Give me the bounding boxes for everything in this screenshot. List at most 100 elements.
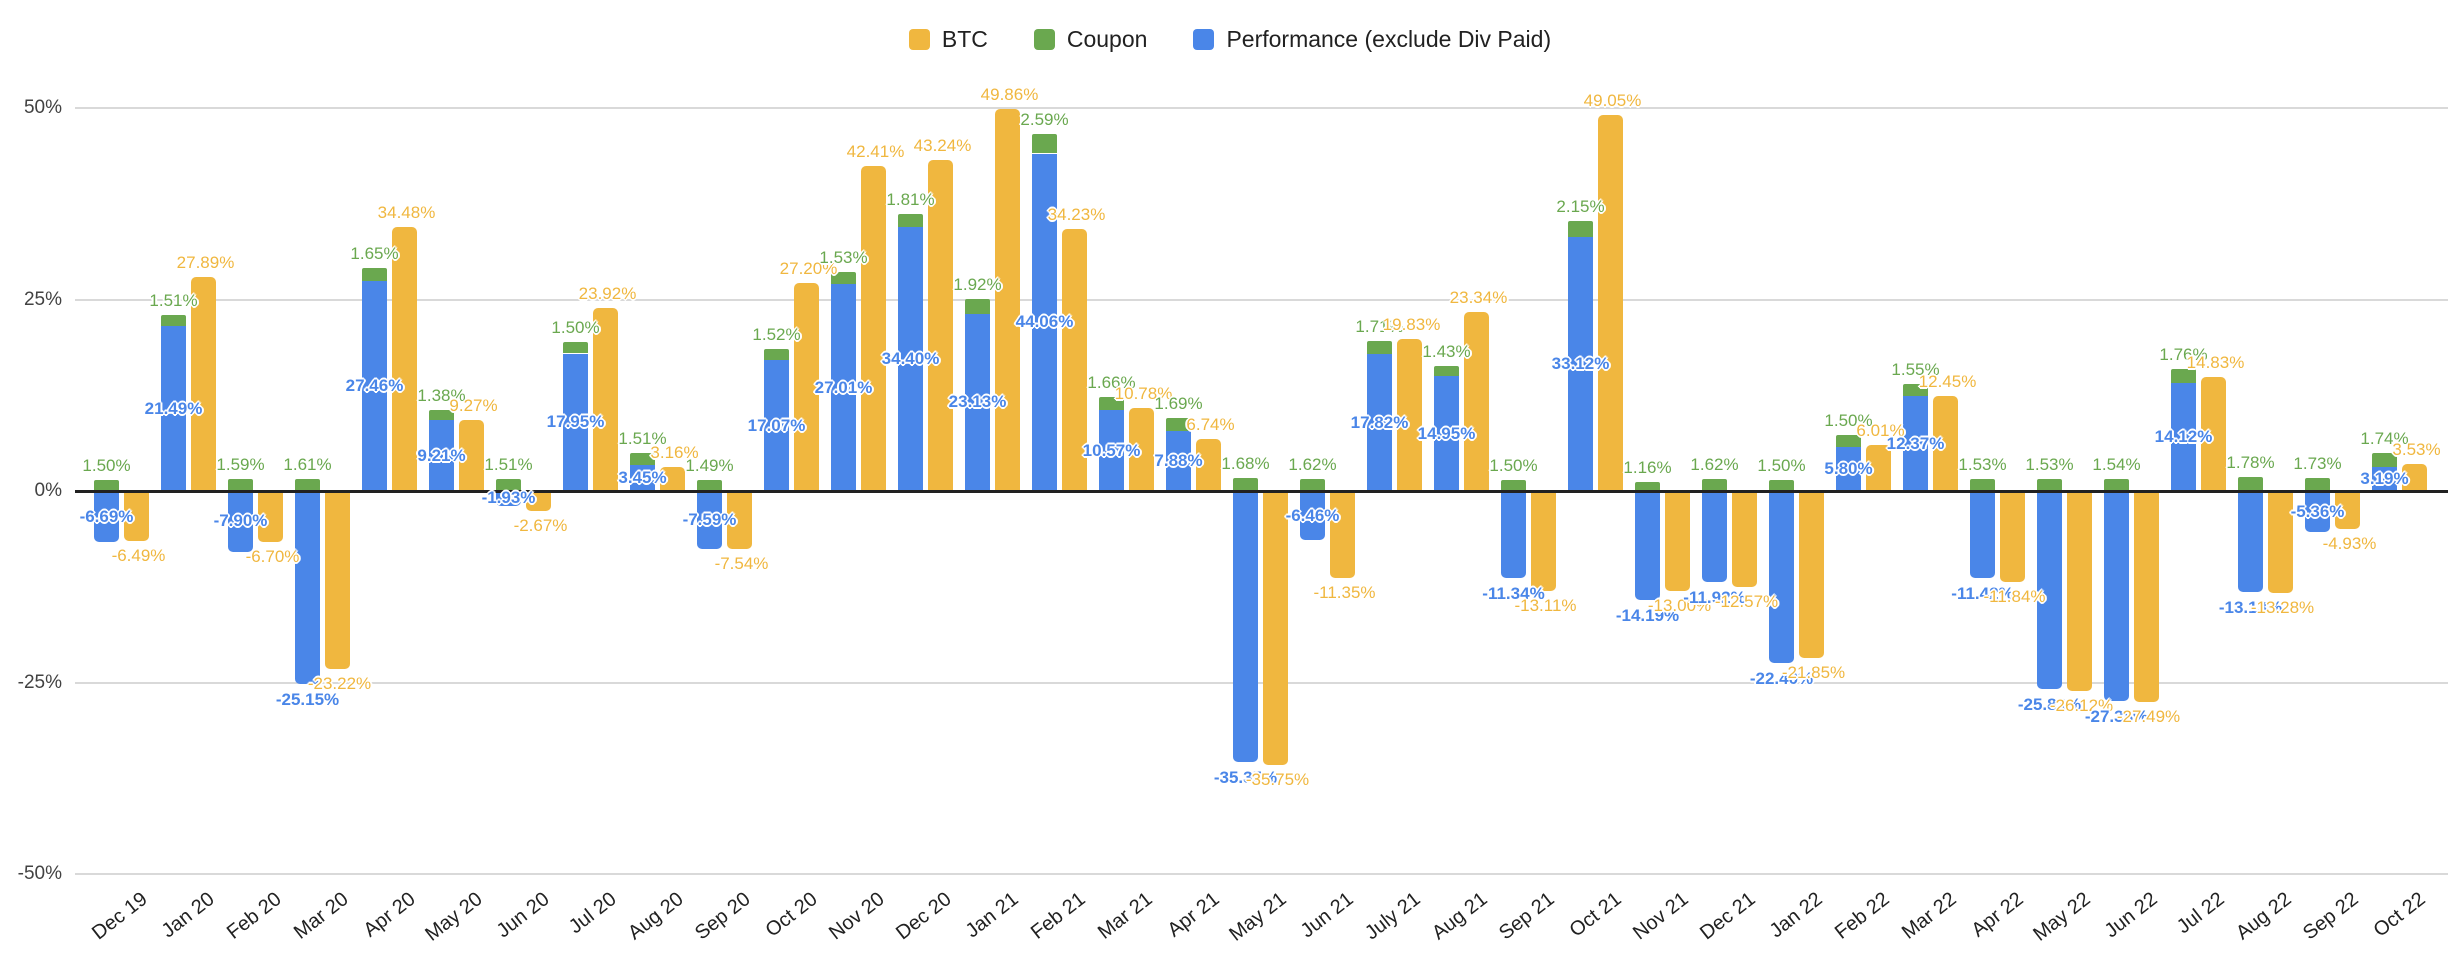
bar-btc-feb-20[interactable] [258, 491, 283, 543]
bar-performance-jan-20[interactable] [161, 326, 186, 491]
bar-coupon-feb-21[interactable] [1032, 133, 1057, 154]
bar-coupon-apr-21[interactable] [1166, 417, 1191, 431]
bar-btc-mar-21[interactable] [1129, 408, 1154, 491]
bar-coupon-mar-22[interactable] [1903, 384, 1928, 397]
bar-btc-sep-20[interactable] [727, 491, 752, 549]
bar-coupon-dec-21[interactable] [1702, 478, 1727, 491]
bar-btc-dec-19[interactable] [124, 491, 149, 541]
bar-coupon-may-22[interactable] [2037, 479, 2062, 491]
bar-btc-jul-20[interactable] [593, 307, 618, 491]
bar-performance-sep-22[interactable] [2305, 491, 2330, 533]
bar-coupon-sep-21[interactable] [1501, 479, 1526, 491]
bar-performance-oct-21[interactable] [1568, 237, 1593, 491]
bar-performance-jan-21[interactable] [965, 313, 990, 491]
bar-performance-oct-20[interactable] [764, 360, 789, 491]
bar-coupon-apr-20[interactable] [362, 268, 387, 281]
bar-btc-aug-21[interactable] [1464, 312, 1489, 491]
bar-btc-may-20[interactable] [459, 419, 484, 491]
bar-coupon-oct-21[interactable] [1568, 220, 1593, 238]
bar-performance-sep-21[interactable] [1501, 491, 1526, 578]
bar-coupon-aug-22[interactable] [2238, 477, 2263, 491]
bar-coupon-jan-21[interactable] [965, 299, 990, 314]
bar-performance-apr-20[interactable] [362, 280, 387, 491]
bar-btc-dec-20[interactable] [928, 159, 953, 491]
bar-coupon-feb-20[interactable] [228, 478, 253, 491]
bar-btc-may-21[interactable] [1263, 491, 1288, 765]
bar-coupon-mar-21[interactable] [1099, 397, 1124, 411]
bar-btc-apr-21[interactable] [1196, 439, 1221, 491]
bar-btc-jun-20[interactable] [526, 491, 551, 512]
bar-performance-feb-22[interactable] [1836, 446, 1861, 491]
bar-performance-sep-20[interactable] [697, 491, 722, 550]
bar-performance-jul-22[interactable] [2171, 382, 2196, 491]
bar-btc-nov-21[interactable] [1665, 491, 1690, 591]
bar-btc-mar-22[interactable] [1933, 395, 1958, 491]
bar-btc-sep-21[interactable] [1531, 491, 1556, 592]
bar-performance-nov-21[interactable] [1635, 491, 1660, 600]
bar-btc-may-22[interactable] [2067, 491, 2092, 692]
bar-coupon-jan-22[interactable] [1769, 479, 1794, 491]
bar-btc-sep-22[interactable] [2335, 491, 2360, 529]
bar-coupon-apr-22[interactable] [1970, 479, 1995, 491]
bar-performance-may-22[interactable] [2037, 491, 2062, 689]
bar-performance-jun-21[interactable] [1300, 491, 1325, 541]
bar-performance-apr-21[interactable] [1166, 430, 1191, 491]
legend-item-btc[interactable]: BTC [908, 26, 988, 53]
bar-coupon-may-20[interactable] [429, 409, 454, 421]
bar-btc-feb-21[interactable] [1062, 228, 1087, 491]
bar-coupon-sep-22[interactable] [2305, 477, 2330, 491]
bar-btc-aug-22[interactable] [2268, 491, 2293, 593]
bar-coupon-nov-20[interactable] [831, 272, 856, 285]
bar-btc-apr-22[interactable] [2000, 491, 2025, 582]
bar-btc-jul-22[interactable] [2201, 377, 2226, 491]
bar-btc-dec-21[interactable] [1732, 491, 1757, 588]
bar-performance-feb-21[interactable] [1032, 153, 1057, 491]
bar-performance-nov-20[interactable] [831, 284, 856, 491]
bar-btc-aug-20[interactable] [660, 466, 685, 491]
bar-btc-feb-22[interactable] [1866, 444, 1891, 491]
bar-coupon-jun-20[interactable] [496, 479, 521, 491]
bar-performance-jun-22[interactable] [2104, 491, 2129, 701]
bar-performance-july-21[interactable] [1367, 354, 1392, 491]
bar-btc-apr-20[interactable] [392, 226, 417, 491]
bar-performance-aug-20[interactable] [630, 464, 655, 491]
bar-coupon-oct-22[interactable] [2372, 453, 2397, 467]
bar-btc-oct-20[interactable] [794, 282, 819, 491]
bar-performance-aug-22[interactable] [2238, 491, 2263, 592]
bar-btc-mar-20[interactable] [325, 491, 350, 669]
bar-coupon-dec-20[interactable] [898, 213, 923, 228]
bar-btc-jun-21[interactable] [1330, 491, 1355, 578]
bar-btc-jan-20[interactable] [191, 277, 216, 491]
bar-performance-mar-22[interactable] [1903, 396, 1928, 491]
bar-coupon-nov-21[interactable] [1635, 482, 1660, 491]
bar-performance-may-20[interactable] [429, 420, 454, 491]
bar-coupon-sep-20[interactable] [697, 479, 722, 491]
bar-coupon-feb-22[interactable] [1836, 435, 1861, 447]
bar-performance-mar-20[interactable] [295, 491, 320, 684]
bar-performance-aug-21[interactable] [1434, 376, 1459, 491]
bar-coupon-jul-22[interactable] [2171, 369, 2196, 383]
bar-performance-jan-22[interactable] [1769, 491, 1794, 663]
bar-coupon-dec-19[interactable] [94, 479, 119, 491]
bar-coupon-jun-21[interactable] [1300, 478, 1325, 491]
legend-item-coupon[interactable]: Coupon [1033, 26, 1147, 53]
bar-performance-may-21[interactable] [1233, 491, 1258, 762]
bar-coupon-oct-20[interactable] [764, 348, 789, 361]
bar-btc-jan-22[interactable] [1799, 491, 1824, 659]
bar-coupon-aug-20[interactable] [630, 453, 655, 465]
bar-performance-dec-19[interactable] [94, 491, 119, 543]
bar-btc-oct-21[interactable] [1598, 115, 1623, 491]
bar-coupon-jun-22[interactable] [2104, 479, 2129, 491]
bar-performance-oct-22[interactable] [2372, 466, 2397, 491]
bar-btc-jun-22[interactable] [2134, 491, 2159, 702]
bar-coupon-aug-21[interactable] [1434, 365, 1459, 377]
bar-coupon-july-21[interactable] [1367, 341, 1392, 355]
legend-item-performance[interactable]: Performance (exclude Div Paid) [1193, 26, 1551, 53]
bar-performance-dec-20[interactable] [898, 227, 923, 491]
bar-coupon-mar-20[interactable] [295, 478, 320, 491]
bar-performance-dec-21[interactable] [1702, 491, 1727, 583]
bar-performance-apr-22[interactable] [1970, 491, 1995, 579]
bar-coupon-jul-20[interactable] [563, 342, 588, 354]
bar-btc-nov-20[interactable] [861, 166, 886, 491]
bar-performance-jul-20[interactable] [563, 353, 588, 491]
